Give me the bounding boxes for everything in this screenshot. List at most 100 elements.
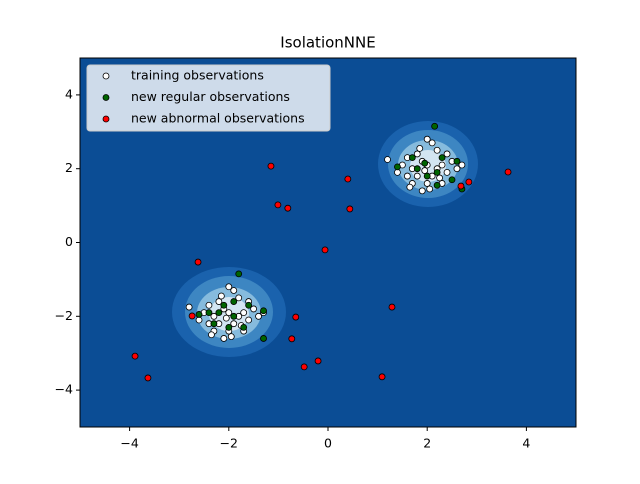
point — [426, 185, 434, 193]
point — [314, 357, 322, 365]
point — [443, 150, 451, 158]
point — [421, 159, 429, 167]
y-tick-label: −4 — [55, 382, 73, 397]
point — [438, 154, 446, 162]
point — [267, 162, 275, 170]
point — [131, 352, 139, 360]
point — [458, 161, 466, 169]
point — [230, 320, 238, 328]
point — [408, 154, 416, 162]
point — [144, 374, 152, 382]
point — [378, 373, 386, 381]
point — [292, 313, 300, 321]
point — [428, 139, 436, 147]
point — [210, 312, 218, 320]
point — [245, 316, 253, 324]
point — [235, 270, 243, 278]
point — [413, 165, 421, 173]
point — [220, 335, 228, 342]
point — [274, 201, 282, 209]
point — [225, 309, 233, 317]
point — [284, 204, 292, 212]
point — [403, 172, 411, 180]
point — [230, 298, 238, 305]
point — [423, 180, 431, 187]
point — [433, 168, 441, 176]
point — [240, 309, 248, 317]
y-tick-label: −2 — [55, 308, 73, 323]
point — [465, 178, 473, 186]
point — [346, 205, 354, 213]
point — [227, 333, 235, 340]
point — [215, 309, 223, 317]
point — [453, 157, 461, 165]
x-tick-label: 2 — [423, 436, 431, 451]
point — [217, 292, 225, 300]
point — [300, 363, 308, 371]
chart-title: IsolationNNE — [280, 34, 375, 52]
point — [421, 167, 429, 174]
legend-label: training observations — [131, 68, 264, 83]
point — [394, 163, 401, 171]
point — [438, 161, 446, 169]
point — [423, 135, 431, 143]
legend-marker — [102, 94, 110, 101]
points — [131, 122, 512, 382]
point — [185, 303, 193, 311]
point — [321, 246, 329, 254]
point — [260, 335, 267, 342]
x-tick-label: −4 — [120, 436, 138, 451]
legend: training observations new regular observa… — [86, 64, 331, 132]
legend-label: new regular observations — [131, 89, 290, 104]
point — [230, 287, 238, 294]
point — [433, 146, 441, 154]
point — [416, 145, 424, 152]
y-tick-label: 0 — [65, 234, 73, 249]
point — [344, 175, 352, 183]
point — [384, 156, 391, 163]
point — [208, 331, 215, 339]
point — [215, 298, 223, 305]
point — [394, 168, 401, 176]
x-tick-label: 0 — [324, 436, 332, 451]
point — [240, 323, 248, 331]
point — [504, 168, 512, 176]
point — [413, 172, 421, 180]
x-tick-label: 4 — [522, 436, 530, 451]
legend-marker — [102, 72, 110, 80]
point — [413, 150, 421, 158]
point — [235, 294, 243, 302]
point — [431, 122, 439, 130]
point — [433, 181, 441, 189]
point — [245, 301, 253, 309]
point — [230, 312, 238, 320]
point — [260, 307, 267, 315]
point — [225, 323, 233, 331]
point — [406, 183, 414, 191]
point — [255, 312, 262, 320]
point — [457, 182, 465, 190]
legend-box — [86, 64, 331, 132]
point — [194, 258, 202, 266]
point — [220, 301, 228, 309]
point — [250, 305, 258, 313]
point — [210, 320, 218, 328]
point — [423, 172, 431, 180]
point — [222, 314, 230, 322]
point — [288, 335, 296, 343]
point — [205, 301, 213, 309]
legend-marker — [102, 115, 110, 123]
point — [388, 303, 396, 311]
point — [436, 174, 444, 182]
point — [453, 165, 461, 173]
x-tick-label: −2 — [220, 436, 238, 451]
y-tick-label: 2 — [65, 160, 73, 175]
point — [195, 316, 203, 324]
y-tick-label: 4 — [65, 86, 73, 101]
point — [443, 168, 451, 176]
point — [225, 283, 233, 291]
legend-label: new abnormal observations — [131, 111, 305, 126]
point — [195, 311, 203, 318]
